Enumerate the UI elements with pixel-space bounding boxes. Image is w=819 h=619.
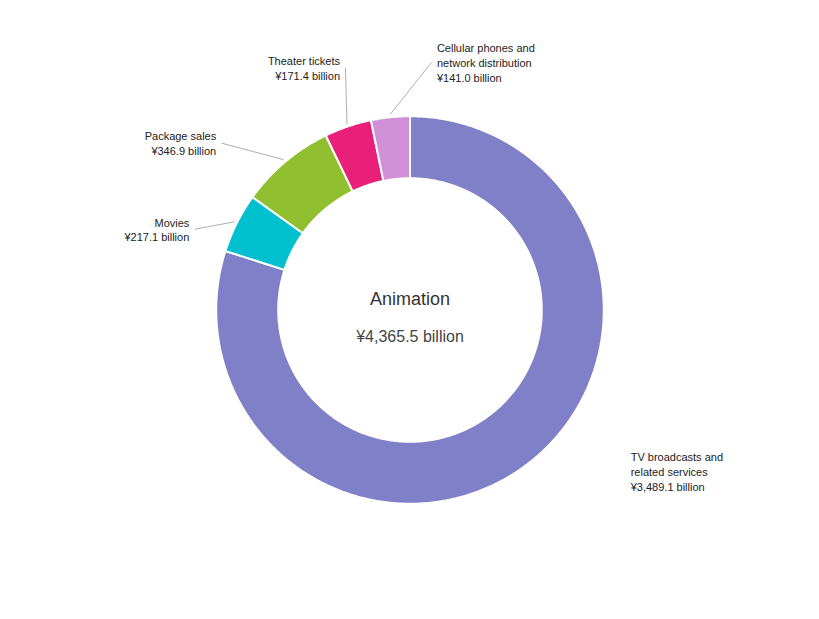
svg-text:Theater tickets¥171.4 billion: Theater tickets¥171.4 billion bbox=[268, 55, 341, 82]
svg-text:Cellular phones andnetwork dis: Cellular phones andnetwork distribution¥… bbox=[436, 42, 535, 84]
svg-text:TV broadcasts andrelated servi: TV broadcasts andrelated services¥3,489.… bbox=[630, 451, 723, 493]
svg-text:Animation: Animation bbox=[370, 289, 450, 309]
svg-text:¥4,365.5 billion: ¥4,365.5 billion bbox=[355, 328, 464, 345]
svg-text:Movies¥217.1 billion: Movies¥217.1 billion bbox=[123, 217, 189, 244]
svg-text:Package sales¥346.9 billion: Package sales¥346.9 billion bbox=[145, 130, 217, 157]
